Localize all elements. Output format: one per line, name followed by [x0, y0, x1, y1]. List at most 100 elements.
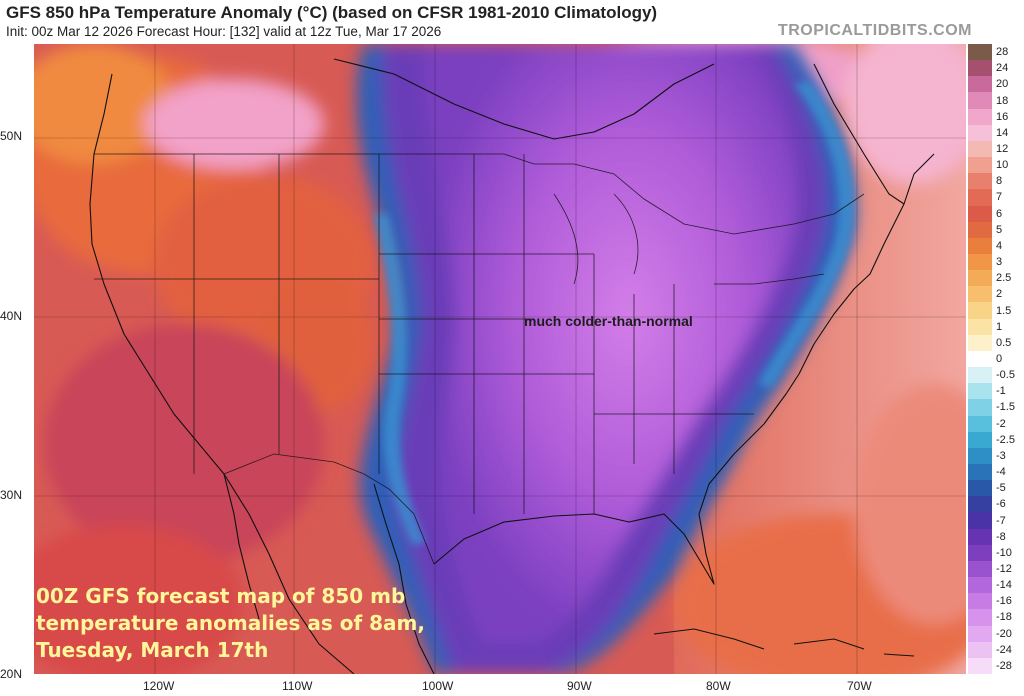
colorbar-swatch: [968, 237, 992, 254]
colorbar-step: -14: [968, 577, 1024, 594]
colorbar-step: -20: [968, 625, 1024, 642]
colorbar-label: -2: [996, 417, 1006, 430]
colorbar-swatch: [968, 254, 992, 271]
colorbar-swatch: [968, 383, 992, 400]
colorbar-label: 14: [996, 126, 1009, 139]
colorbar-step: 12: [968, 140, 1024, 158]
colorbar-label: 7: [996, 191, 1003, 204]
lon-label-110w: 110W: [282, 679, 313, 693]
colorbar-swatch: [968, 350, 992, 368]
colorbar-label: 4: [996, 239, 1003, 252]
colorbar-step: -2: [968, 415, 1024, 432]
coastlines: [89, 58, 935, 674]
colorbar-step: -12: [968, 560, 1024, 578]
colorbar-step: -0.5: [968, 367, 1024, 384]
colorbar-step: 7: [968, 189, 1024, 206]
colorbar-label: -2.5: [996, 433, 1015, 446]
colorbar-step: 20: [968, 76, 1024, 93]
lon-label-100w: 100W: [422, 679, 454, 693]
colorbar-swatch: [968, 399, 992, 416]
colorbar-label: -6: [996, 498, 1006, 511]
colorbar-swatch: [968, 286, 992, 303]
caribbean-islands: [653, 628, 915, 657]
colorbar-label: 1: [996, 320, 1003, 333]
lon-label-90w: 90W: [567, 679, 592, 693]
colorbar-swatch: [968, 367, 992, 384]
colorbar-label: 8: [996, 175, 1003, 188]
colorbar-swatch: [968, 140, 992, 158]
colorbar-label: -28: [996, 659, 1012, 672]
colorbar-step: 0: [968, 350, 1024, 368]
colorbar-label: 3: [996, 256, 1003, 269]
colorbar-label: 28: [996, 46, 1009, 59]
chart-title: GFS 850 hPa Temperature Anomaly (°C) (ba…: [6, 3, 658, 22]
colorbar-step: -28: [968, 657, 1024, 674]
colorbar-label: 24: [996, 62, 1009, 75]
colorbar-legend: 28 24 20 18 16 14 12 10 8 7 6 5 4 3 2.5 2 1.5 1 0.5 0 -0.5 -1…: [968, 44, 1024, 674]
graticule: [34, 44, 966, 674]
colorbar-swatch: [968, 60, 992, 77]
cold-annotation: much colder-than-normal: [524, 313, 693, 329]
borders: [94, 153, 865, 565]
colorbar-swatch: [968, 76, 992, 93]
colorbar-swatch: [968, 625, 992, 642]
colorbar-label: -14: [996, 579, 1012, 592]
colorbar-swatch: [968, 157, 992, 174]
watermark: TROPICALTIDBITS.COM: [777, 22, 972, 39]
colorbar-step: 1.5: [968, 302, 1024, 319]
lon-label-80w: 80W: [706, 679, 731, 693]
lat-label-50n: 50N: [0, 129, 23, 143]
colorbar-step: -7: [968, 512, 1024, 529]
colorbar-swatch: [968, 609, 992, 626]
colorbar-swatch: [968, 560, 992, 578]
colorbar-step: 28: [968, 44, 1024, 61]
colorbar-swatch: [968, 577, 992, 594]
colorbar-swatch: [968, 108, 992, 125]
colorbar-label: -10: [996, 546, 1012, 559]
colorbar-step: -18: [968, 609, 1024, 626]
colorbar-step: -24: [968, 641, 1024, 658]
colorbar-swatch: [968, 44, 992, 61]
colorbar-step: -6: [968, 496, 1024, 513]
colorbar-step: 2: [968, 286, 1024, 303]
colorbar-label: -20: [996, 627, 1012, 640]
colorbar-step: -5: [968, 480, 1024, 497]
colorbar-label: 16: [996, 110, 1009, 123]
colorbar-swatch: [968, 480, 992, 497]
chart-subtitle: Init: 00z Mar 12 2026 Forecast Hour: [13…: [6, 24, 442, 39]
colorbar-label: -1: [996, 385, 1006, 398]
colorbar-swatch: [968, 173, 992, 190]
colorbar-swatch: [968, 593, 992, 610]
anomaly-map: [34, 44, 966, 674]
colorbar-label: 10: [996, 159, 1009, 172]
cold-anomaly-zone: [356, 44, 856, 674]
colorbar-swatch: [968, 205, 992, 222]
colorbar-swatch: [968, 221, 992, 238]
colorbar-step: 0.5: [968, 334, 1024, 351]
colorbar-swatch: [968, 512, 992, 529]
colorbar-swatch: [968, 92, 992, 109]
colorbar-swatch: [968, 544, 992, 561]
colorbar-step: -4: [968, 464, 1024, 481]
colorbar-swatch: [968, 189, 992, 206]
colorbar-label: -3: [996, 449, 1006, 462]
blue-transition: [374, 82, 855, 544]
colorbar-step: 14: [968, 124, 1024, 141]
colorbar-label: 20: [996, 78, 1009, 91]
caption: 00Z GFS forecast map of 850 mb temperatu…: [36, 583, 436, 664]
colorbar-step: -1: [968, 383, 1024, 400]
colorbar-label: -0.5: [996, 369, 1015, 382]
caption-line: temperature anomalies as of 8am,: [36, 611, 425, 635]
colorbar-step: 3: [968, 254, 1024, 271]
colorbar-swatch: [968, 334, 992, 351]
colorbar-label: 0.5: [996, 336, 1012, 349]
lat-label-40n: 40N: [0, 309, 23, 323]
colorbar-label: 1.5: [996, 304, 1012, 317]
colorbar-swatch: [968, 270, 992, 287]
colorbar-step: -10: [968, 544, 1024, 561]
colorbar-step: 24: [968, 60, 1024, 77]
colorbar-swatch: [968, 302, 992, 319]
colorbar-label: 5: [996, 223, 1003, 236]
colorbar-label: -18: [996, 611, 1012, 624]
colorbar-swatch: [968, 528, 992, 545]
